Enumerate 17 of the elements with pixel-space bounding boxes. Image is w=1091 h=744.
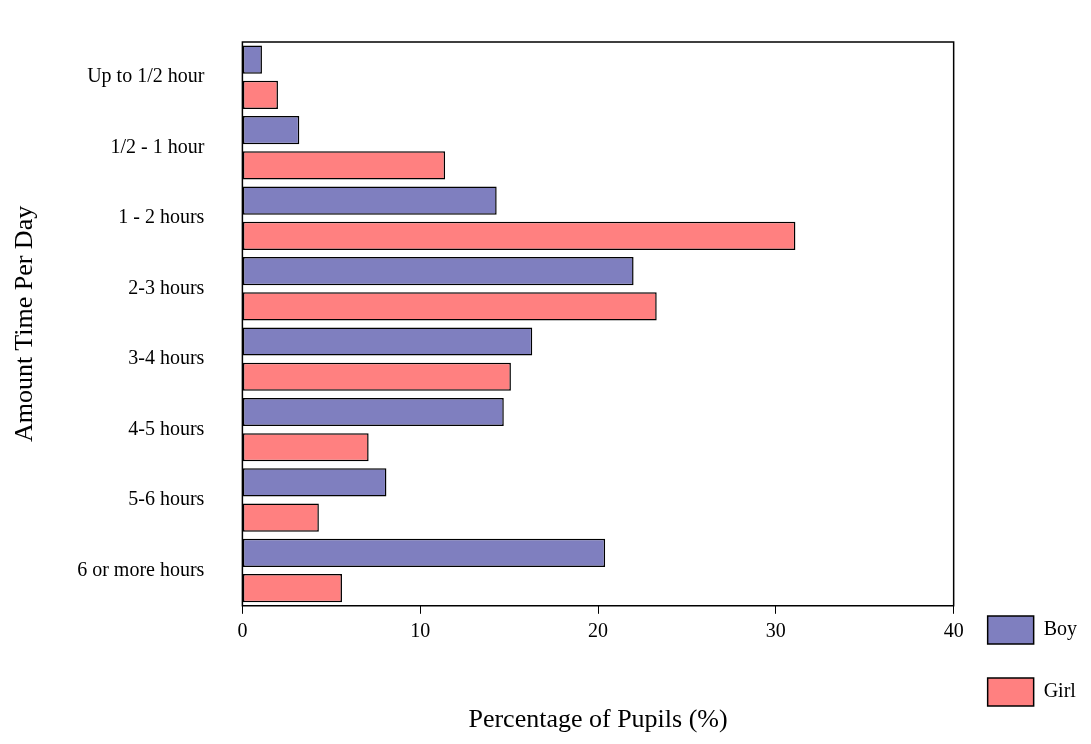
x-axis-title: Percentage of Pupils (%) xyxy=(468,704,728,734)
y-tick-label: Up to 1/2 hour xyxy=(87,64,205,88)
y-tick-label: 1/2 - 1 hour xyxy=(110,134,205,157)
y-tick-label: 1 - 2 hours xyxy=(118,205,205,228)
y-tick-label: 5-6 hours xyxy=(128,487,205,510)
x-tick-label: 20 xyxy=(588,619,609,642)
x-tick-label: 30 xyxy=(765,619,786,642)
legend-label: Boy xyxy=(1043,617,1077,641)
y-axis-title: Amount Time Per Day xyxy=(9,205,39,442)
x-tick-label: 40 xyxy=(943,619,964,642)
y-tick-label: 3-4 hours xyxy=(128,346,205,369)
x-tick-label: 10 xyxy=(410,619,431,642)
legend-label: Girl xyxy=(1043,679,1077,702)
y-tick-label: 6 or more hours xyxy=(77,557,205,580)
y-tick-label: 4-5 hours xyxy=(128,416,205,439)
x-tick-label: 0 xyxy=(237,619,248,642)
y-tick-label: 2-3 hours xyxy=(128,275,205,298)
